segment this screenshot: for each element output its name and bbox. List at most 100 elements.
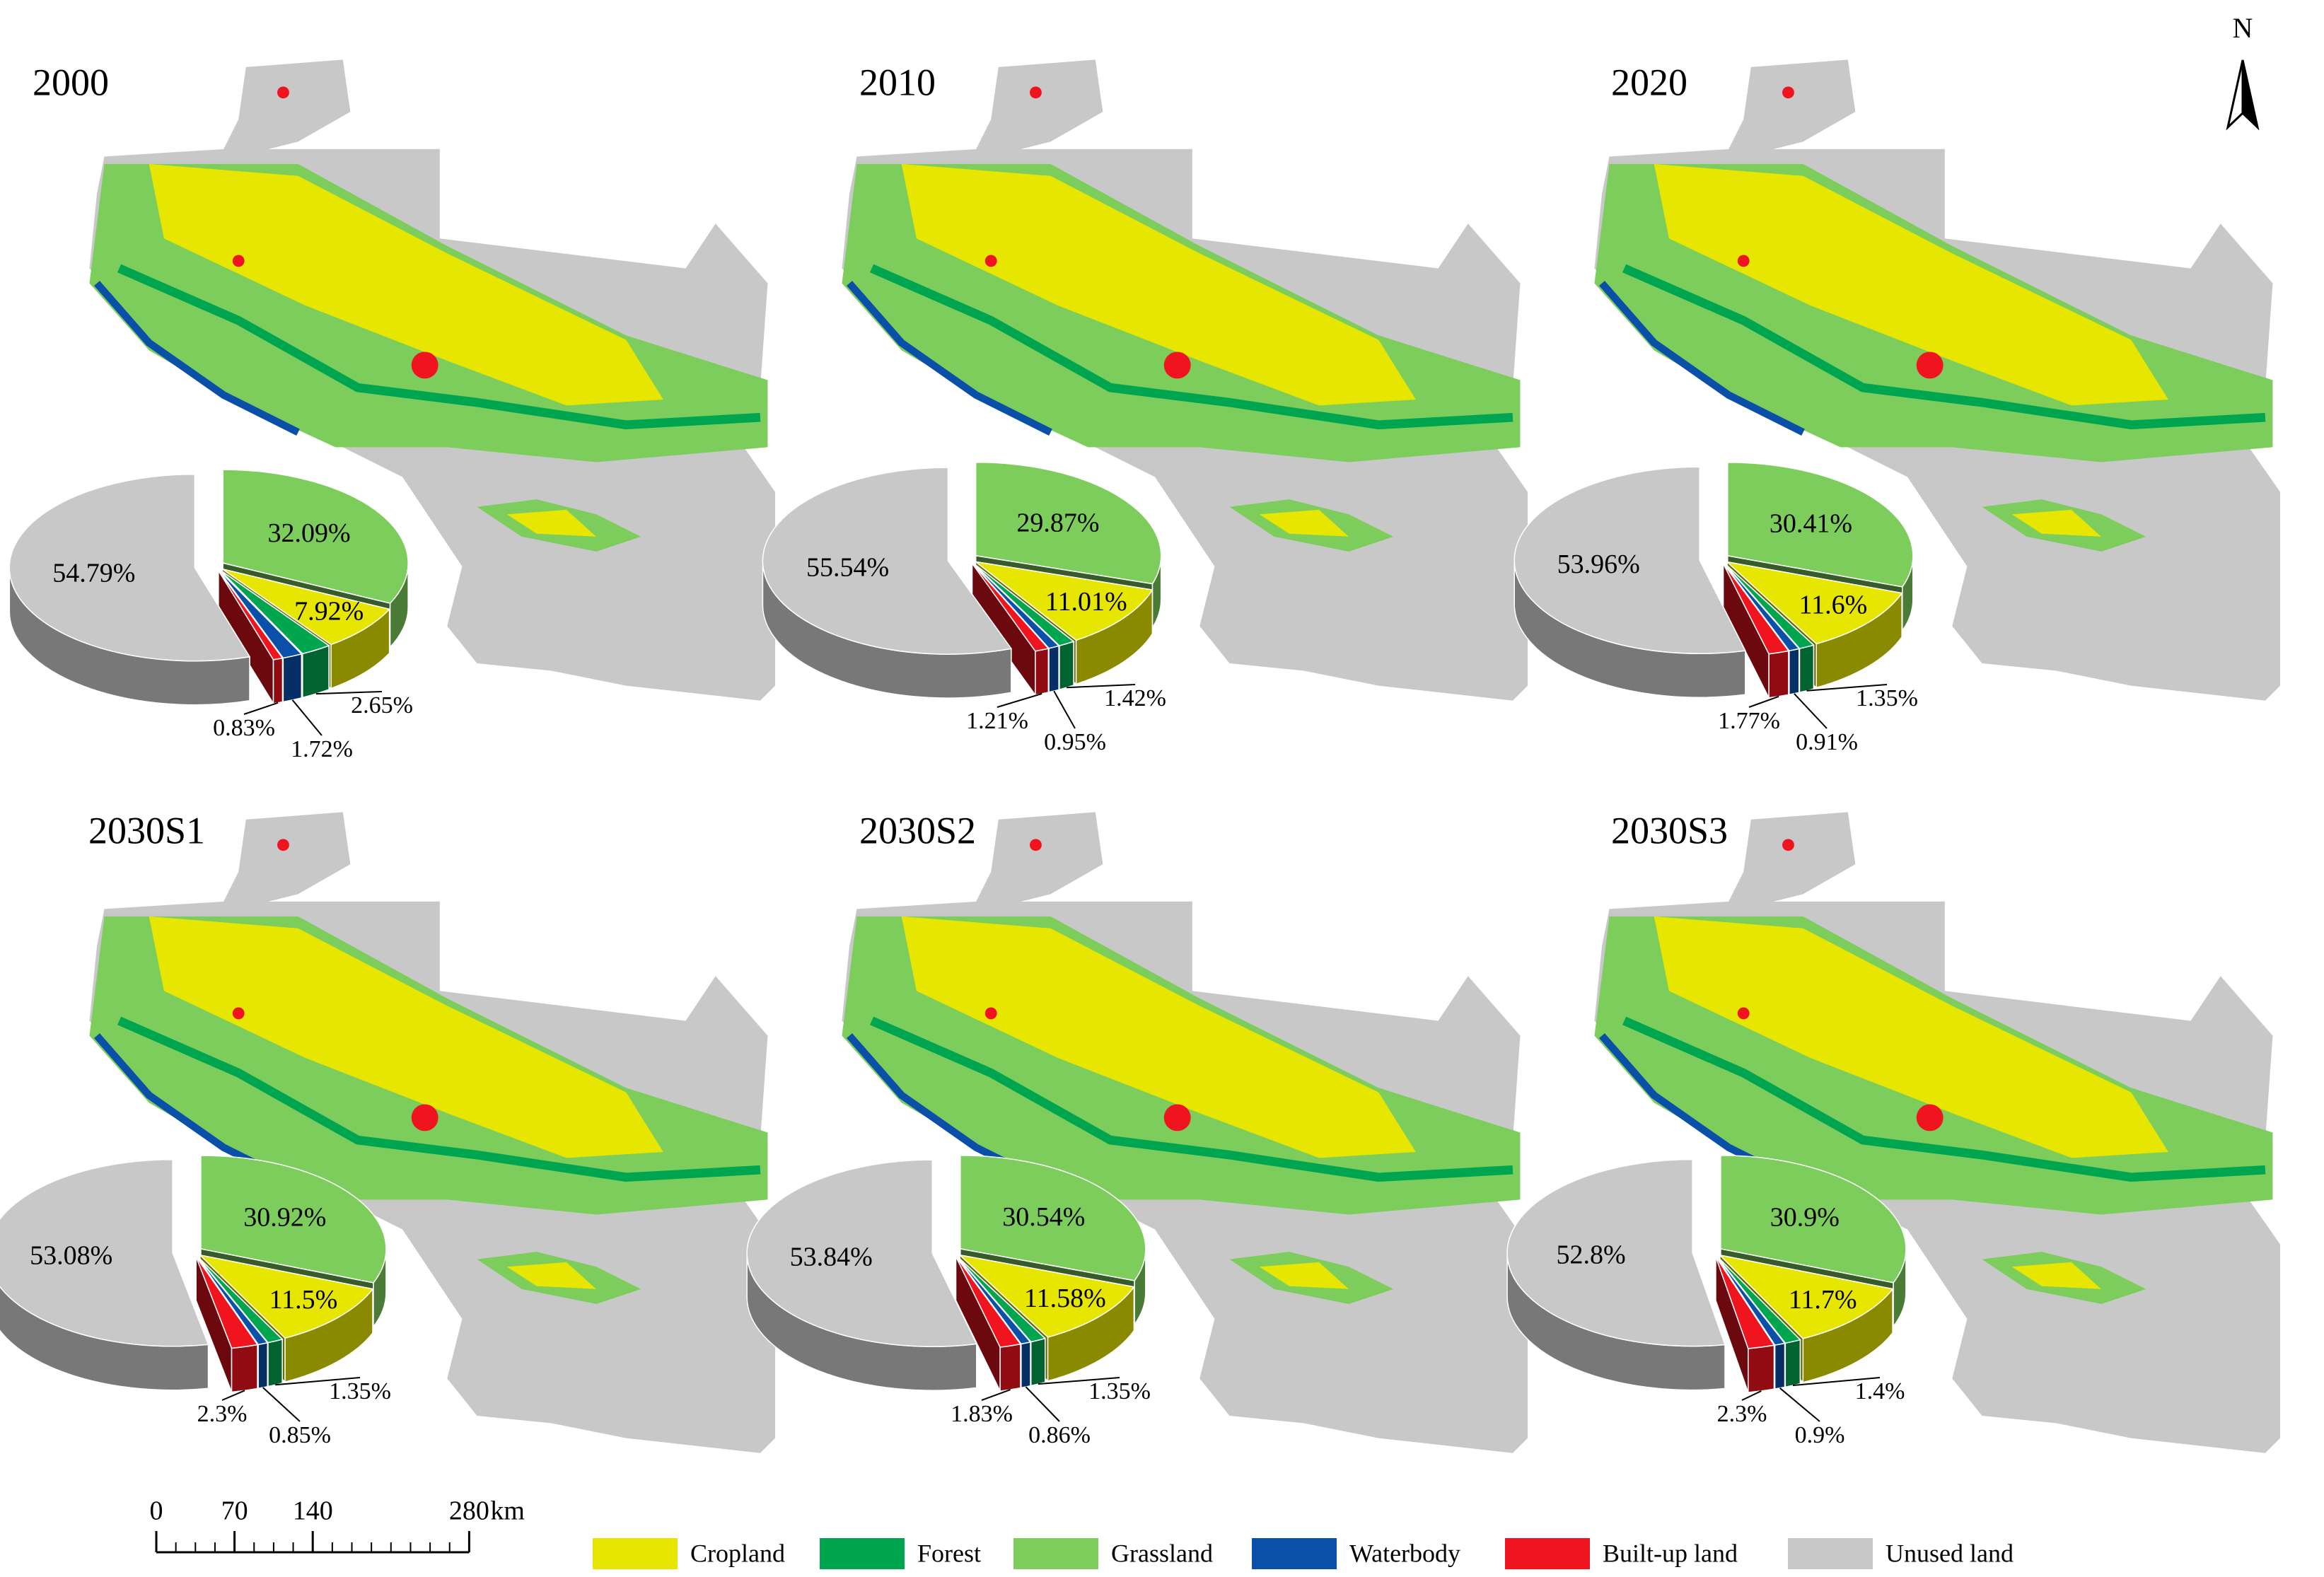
pie-slice: [198, 1254, 374, 1339]
pie-label: 30.54%: [1002, 1202, 1085, 1232]
leader-line: [981, 1389, 1011, 1401]
pie-label: 2.3%: [1717, 1401, 1767, 1427]
pie-side: [1768, 650, 1789, 699]
leader-line: [1792, 1377, 1881, 1387]
pie-side: [302, 644, 330, 699]
pie-slice: [1716, 1256, 1786, 1346]
pie-slice: [1513, 466, 1746, 654]
pie-slice: [0, 1158, 209, 1347]
pie-slice: [196, 1256, 269, 1346]
pie-label: 2.3%: [197, 1401, 248, 1427]
pie-side: [272, 657, 284, 704]
leader-line: [997, 692, 1042, 708]
pie-label: 1.35%: [1856, 685, 1918, 711]
pie-label: 11.6%: [1799, 590, 1868, 619]
pie-label: 2.65%: [351, 692, 413, 718]
pie-label: 29.87%: [1016, 508, 1099, 538]
legend-label: Waterbody: [1349, 1539, 1460, 1567]
pie-side: [1784, 1339, 1801, 1388]
scale-tick-label: 280: [449, 1496, 489, 1526]
pie-slice: [958, 1254, 1135, 1338]
pie-slice: [1722, 563, 1790, 655]
leader-line: [243, 702, 279, 715]
leader-line: [1067, 684, 1136, 689]
legend-label: Grassland: [1111, 1539, 1213, 1567]
leader-line: [1806, 684, 1888, 692]
pie-slice: [1725, 561, 1903, 645]
pie-label: 32.09%: [267, 518, 350, 548]
pie-slice: [971, 563, 1050, 652]
pie-label: 1.83%: [951, 1401, 1013, 1427]
pie-label: 53.08%: [30, 1240, 112, 1270]
pie-slice: [219, 570, 303, 659]
leader-line: [1025, 1386, 1060, 1422]
pie-label: 30.9%: [1770, 1203, 1840, 1233]
leader-line: [1741, 1390, 1762, 1401]
scale-tick-label: 0: [150, 1496, 163, 1526]
panel: 2030S3 30.9% 11.7% 1.4% 0.9% 2.3% 52.8%: [1506, 809, 2295, 1453]
pie-label: 0.9%: [1795, 1422, 1845, 1448]
legend-label: Built-up land: [1603, 1539, 1738, 1567]
pie: 30.54% 11.58% 1.35% 0.86% 1.83% 53.84%: [746, 1155, 1151, 1448]
pie-label: 54.79%: [52, 558, 135, 588]
panel: 2000 32.09% 7.92% 2.65% 1.72% 0.83% 54.79%: [8, 59, 790, 762]
pie-slice: [1727, 462, 1914, 588]
pie-label: 53.84%: [790, 1243, 873, 1272]
panel: 2020 30.41% 11.6% 1.35% 0.91% 1.77% 53.96%: [1513, 59, 2295, 755]
leader-line: [1794, 693, 1828, 729]
legend-swatch: [820, 1538, 905, 1569]
north-label: N: [2233, 12, 2253, 44]
panel-title: 2030S1: [88, 809, 205, 851]
pie-label: 1.4%: [1855, 1378, 1905, 1404]
pie-label: 30.41%: [1770, 509, 1852, 539]
pie-label: 53.96%: [1557, 549, 1640, 579]
pie-label: 52.8%: [1556, 1240, 1625, 1270]
pie-slice: [955, 1256, 1032, 1345]
pie-label: 1.72%: [291, 736, 353, 762]
leader-line: [221, 1390, 245, 1401]
north-arrow: [2226, 59, 2244, 131]
scale-tick-label: 140: [293, 1496, 333, 1526]
leader-line: [1779, 1387, 1820, 1422]
legend-swatch: [1252, 1538, 1337, 1569]
legend-label: Cropland: [690, 1539, 785, 1567]
pie-side: [1035, 648, 1050, 696]
pie-label: 30.92%: [243, 1203, 326, 1233]
pie-slice: [200, 1155, 387, 1284]
north-arrow: [2241, 59, 2260, 131]
leader-line: [291, 699, 323, 736]
pie-side: [1748, 1344, 1775, 1393]
pie: 32.09% 7.92% 2.65% 1.72% 0.83% 54.79%: [8, 469, 413, 762]
pie: 30.92% 11.5% 1.35% 0.85% 2.3% 53.08%: [0, 1155, 391, 1448]
pie-label: 0.83%: [213, 715, 275, 741]
panel-title: 2020: [1611, 61, 1687, 103]
pie-label: 1.77%: [1718, 708, 1780, 734]
leader-line: [275, 1377, 361, 1386]
pie-label: 11.58%: [1024, 1284, 1106, 1313]
leader-line: [262, 1387, 301, 1422]
pie-slice: [1506, 1158, 1726, 1347]
pie-slice: [975, 561, 1154, 641]
pie-slice: [1716, 1256, 1801, 1344]
leader-line: [315, 691, 383, 695]
pie-label: 0.85%: [269, 1422, 331, 1448]
pie-side: [999, 1343, 1021, 1392]
pie-slice: [8, 473, 251, 662]
pie-side: [1789, 648, 1800, 696]
pie-side: [282, 653, 303, 703]
pie-side: [1030, 1337, 1046, 1387]
pie-label: 1.35%: [329, 1378, 391, 1404]
pie-slice: [195, 1256, 259, 1349]
scale-unit: km: [490, 1496, 525, 1526]
panel-title: 2030S3: [1611, 809, 1728, 851]
panels: 2000 32.09% 7.92% 2.65% 1.72% 0.83% 54.79% 2010…: [0, 59, 2295, 1453]
pie-label: 1.42%: [1104, 685, 1166, 711]
panel-title: 2030S2: [859, 809, 976, 851]
pie-slice: [1715, 1256, 1775, 1349]
pie-side: [1021, 1341, 1031, 1389]
legend-swatch: [1013, 1538, 1098, 1569]
pie-slice: [762, 467, 1013, 655]
leader-line: [1748, 695, 1779, 708]
pie-slice: [1720, 1155, 1907, 1284]
pie-label: 0.86%: [1028, 1422, 1091, 1448]
